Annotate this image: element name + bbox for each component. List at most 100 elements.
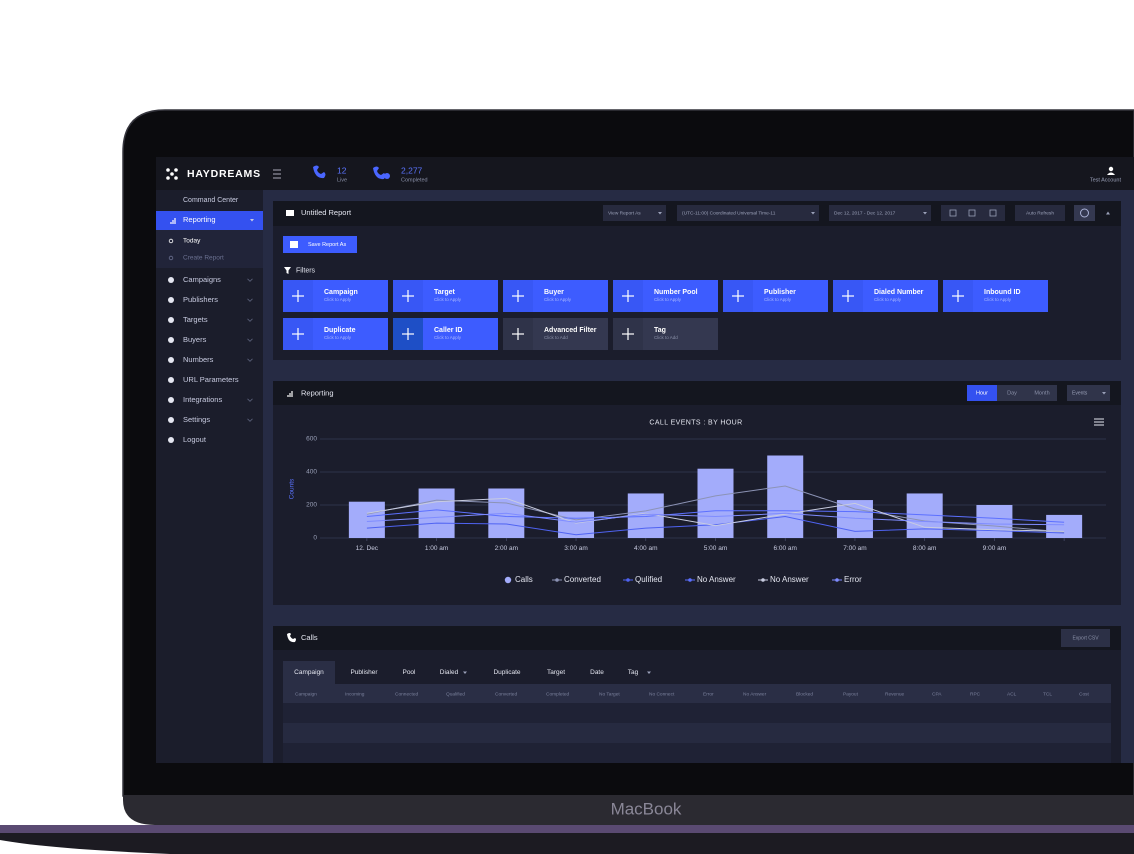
- calls-tab-label: Target: [547, 669, 565, 676]
- caret-icon: [250, 219, 254, 222]
- account-icon: [1107, 172, 1115, 175]
- filter-label: Caller ID: [434, 327, 462, 334]
- filter-label: Number Pool: [654, 289, 698, 296]
- bars-icon: [291, 391, 293, 397]
- events-label: Events: [1072, 390, 1088, 396]
- nav-icon: [168, 277, 174, 283]
- timezone[interactable]: [677, 205, 819, 221]
- filter-label: Inbound ID: [984, 289, 1021, 296]
- chevron-icon: [247, 398, 253, 402]
- period-tab[interactable]: [967, 385, 997, 401]
- bullet-icon: [168, 255, 174, 261]
- toggle-icon: [989, 209, 997, 217]
- calls-tab-label: Duplicate: [493, 669, 520, 676]
- nav-icon: [168, 437, 174, 443]
- view-toggle[interactable]: [941, 205, 1005, 221]
- view-as[interactable]: [603, 205, 666, 221]
- save-button[interactable]: [283, 236, 357, 253]
- x-tick-label: 6:00 am: [773, 545, 797, 552]
- brand: HAYDREAMS: [187, 168, 261, 180]
- bar: [976, 505, 1013, 538]
- filter-hint: Click to Add: [654, 335, 678, 340]
- sidebar-submenu: [156, 230, 263, 268]
- nav-icon: [168, 317, 174, 323]
- legend-marker[interactable]: [504, 576, 512, 584]
- table-column: No Target: [599, 691, 620, 697]
- caret-icon: [811, 212, 815, 215]
- line-series: [366, 515, 1065, 536]
- sidebar-subitem: Today: [183, 238, 201, 245]
- chart-title: CALL EVENTS : BY HOUR: [649, 419, 742, 426]
- phone-icon: [287, 633, 296, 643]
- collapse-icon: [1106, 211, 1110, 215]
- sidebar-active-label: Reporting: [183, 215, 216, 224]
- sidebar-active[interactable]: [156, 211, 263, 230]
- table-column: Cost: [1079, 691, 1090, 697]
- bar: [1046, 514, 1083, 538]
- filter-hint: Click to Apply: [984, 297, 1012, 302]
- bars-icon: [174, 218, 176, 224]
- legend-label: No Answer: [770, 575, 809, 584]
- sidebar-item-label: Targets: [183, 315, 208, 324]
- filter-label: Duplicate: [324, 327, 356, 334]
- nav-icon: [168, 357, 174, 363]
- x-tick-label: 2:00 am: [495, 545, 519, 552]
- sidebar-item-label: Integrations: [183, 395, 222, 404]
- x-tick-label: 12. Dec: [356, 545, 379, 552]
- phone-icon: [373, 166, 386, 180]
- y-axis-label: Counts: [289, 478, 296, 499]
- y-tick-label: 400: [306, 469, 317, 476]
- table-row: [283, 723, 1111, 743]
- chevron-icon: [247, 318, 253, 322]
- x-tick-label: 7:00 am: [843, 545, 867, 552]
- filter-hint: Click to Apply: [324, 335, 352, 340]
- filter-label: Tag: [654, 327, 666, 334]
- period-tab[interactable]: [997, 385, 1027, 401]
- bar: [558, 511, 595, 538]
- caret-icon: [1102, 392, 1106, 395]
- table-column: ACL: [1007, 691, 1017, 697]
- period-tab-label: Month: [1034, 390, 1049, 396]
- sidebar-item-label: Buyers: [183, 335, 207, 344]
- filter-label: Dialed Number: [874, 289, 924, 296]
- filter-hint: Click to Apply: [874, 297, 902, 302]
- completed-label: Completed: [401, 177, 428, 183]
- auto-refresh[interactable]: [1015, 205, 1065, 221]
- date-range[interactable]: [829, 205, 931, 221]
- laptop-hinge: [0, 825, 1134, 833]
- reporting-title: Reporting: [301, 388, 334, 397]
- live-label: Live: [337, 177, 347, 183]
- y-tick-label: 0: [313, 535, 317, 542]
- nav-icon: [168, 337, 174, 343]
- sidebar: [156, 190, 263, 763]
- events-dropdown[interactable]: [1067, 385, 1110, 401]
- view-as-label: View Report As: [608, 210, 641, 216]
- table-column: Campaign: [295, 691, 317, 697]
- export-button[interactable]: [1061, 629, 1110, 647]
- calls-tab-label: Dialed: [440, 669, 459, 676]
- refresh-button[interactable]: [1074, 205, 1095, 221]
- bar: [348, 501, 385, 538]
- logo-dot: [170, 172, 174, 176]
- toggle-icon: [968, 209, 976, 217]
- tab-active[interactable]: [283, 661, 335, 684]
- legend-marker: [626, 578, 630, 582]
- device-label: MacBook: [611, 799, 682, 818]
- logo-dot: [174, 176, 178, 180]
- nav-icon: [168, 397, 174, 403]
- account-icon[interactable]: [1108, 166, 1114, 172]
- calls-tab-label: Pool: [402, 669, 416, 676]
- table-column: Connected: [395, 691, 419, 697]
- filter-hint: Click to Apply: [434, 297, 462, 302]
- filter-label: Target: [434, 289, 456, 296]
- period-tab[interactable]: [1027, 385, 1057, 401]
- report-title: Untitled Report: [301, 208, 352, 217]
- bullet-icon: [168, 238, 174, 244]
- filter-hint: Click to Apply: [324, 297, 352, 302]
- caret-icon: [923, 212, 927, 215]
- x-tick-label: 8:00 am: [913, 545, 937, 552]
- export-label: Export CSV: [1072, 635, 1099, 641]
- calls-header: [273, 626, 1121, 650]
- table-row: [283, 703, 1111, 723]
